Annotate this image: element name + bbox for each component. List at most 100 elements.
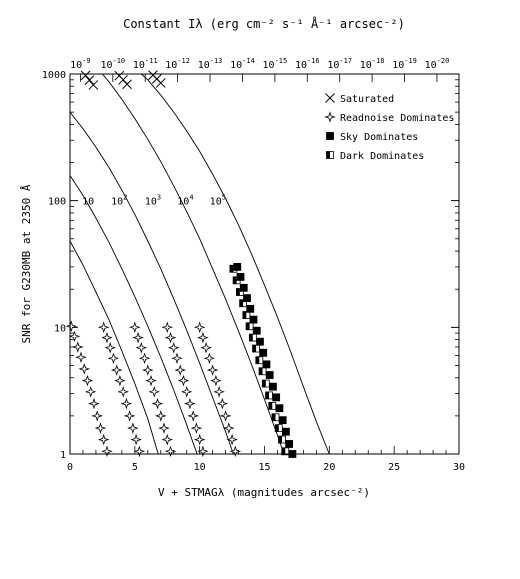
sky-marker <box>259 348 268 357</box>
readnoise-marker <box>138 352 151 365</box>
x-axis-label: V + STMAGλ (magnitudes arcsec⁻²) <box>158 486 370 499</box>
dark-marker <box>248 333 257 342</box>
dark-marker <box>274 424 283 433</box>
exposure-label: 102 <box>111 194 127 208</box>
readnoise-marker <box>158 422 170 434</box>
top-tick-label: 10-11 <box>133 57 158 71</box>
readnoise-marker <box>101 331 113 344</box>
readnoise-marker <box>72 341 84 353</box>
readnoise-marker <box>97 321 110 334</box>
readnoise-marker <box>206 364 219 376</box>
sky-marker <box>278 416 287 425</box>
chart-title: Constant Iλ (erg cm⁻² s⁻¹ Å⁻¹ arcsec⁻²) <box>123 16 405 31</box>
y-tick-labels: 1 10 100 1000 <box>42 70 66 461</box>
readnoise-marker <box>219 410 232 422</box>
y-axis-label: SNR for G230MB at 2350 Å <box>20 184 33 343</box>
plot-frame <box>69 73 460 455</box>
readnoise-marker <box>190 422 203 434</box>
readnoise-marker <box>151 397 164 410</box>
readnoise-marker <box>65 320 78 332</box>
series-line <box>69 111 234 455</box>
readnoise-marker <box>177 374 190 387</box>
exposure-label: 104 <box>177 194 193 208</box>
readnoise-marker <box>117 386 129 398</box>
readnoise-marker <box>129 321 141 334</box>
x-tick-labels: 0 5 10 15 20 25 30 <box>67 462 465 473</box>
readnoise-marker <box>226 433 238 446</box>
readnoise-marker <box>135 341 148 354</box>
x-tick-label: 30 <box>453 462 465 473</box>
readnoise-marker <box>193 321 206 334</box>
legend-label: Dark Dominates <box>340 151 424 162</box>
top-tick-label: 10-10 <box>100 57 125 71</box>
readnoise-marker <box>132 331 144 344</box>
readnoise-marker <box>210 374 222 387</box>
top-tick-label: 10-20 <box>425 57 450 71</box>
readnoise-marker <box>81 374 94 387</box>
top-tick-label: 10-9 <box>70 57 90 71</box>
readnoise-marker <box>161 433 174 446</box>
sky-marker <box>256 337 264 346</box>
sky-marker <box>243 294 251 303</box>
readnoise-marker <box>167 341 180 354</box>
x-tick-label: 25 <box>388 462 400 473</box>
sky-marker <box>285 440 294 448</box>
readnoise-marker <box>107 352 120 365</box>
exposure-labels: 10 102 103 104 105 <box>82 194 226 208</box>
top-tick-label: 10-12 <box>165 57 190 71</box>
readnoise-marker <box>213 386 225 398</box>
saturated-marker <box>88 80 99 90</box>
readnoise-marker <box>184 397 196 410</box>
sky-marker <box>236 273 245 281</box>
sky-marker <box>275 404 284 413</box>
readnoise-marker <box>161 321 174 334</box>
readnoise-marker <box>164 331 177 344</box>
dark-marker <box>255 356 264 365</box>
readnoise-marker <box>97 433 110 446</box>
x-tick-label: 10 <box>194 462 206 473</box>
readnoise-marker <box>104 341 116 354</box>
readnoise-marker <box>216 397 229 410</box>
top-tick-label: 10-17 <box>327 57 352 71</box>
readnoise-marker <box>171 352 183 365</box>
series-line <box>141 73 330 455</box>
readnoise-marker <box>127 422 139 434</box>
dark-marker <box>258 367 267 376</box>
readnoise-marker <box>155 410 167 422</box>
x-tick-label: 5 <box>132 462 138 473</box>
x-tick-label: 20 <box>323 462 335 473</box>
readnoise-marker <box>114 374 126 387</box>
y-tick-label: 1 <box>60 450 66 461</box>
dark-marker <box>245 322 254 331</box>
sky-marker <box>269 382 277 391</box>
readnoise-marker <box>187 410 199 422</box>
series-curves <box>69 73 330 455</box>
readnoise-marker <box>142 364 154 376</box>
y-tick-label: 10 <box>54 323 66 334</box>
sky-marker <box>265 371 274 379</box>
legend: Saturated Readnoise Dominates Sky Dominate… <box>324 93 454 162</box>
legend-marker <box>326 132 334 140</box>
dark-marker <box>265 391 273 400</box>
readnoise-marker <box>84 386 97 398</box>
saturated-marker <box>122 79 132 90</box>
readnoise-marker <box>120 397 133 410</box>
readnoise-marker <box>197 331 209 344</box>
readnoise-marker <box>110 364 123 376</box>
saturated-marker <box>84 75 95 85</box>
dark-marker <box>252 344 260 353</box>
top-tick-label: 10-18 <box>360 57 385 71</box>
legend-label: Sky Dominates <box>340 132 418 143</box>
legend-marker <box>326 151 334 159</box>
top-tick-label: 10-14 <box>230 57 255 71</box>
readnoise-marker <box>203 352 216 365</box>
readnoise-marker <box>148 386 161 398</box>
saturated-marker <box>155 78 166 88</box>
exposure-label: 10 <box>82 197 94 208</box>
legend-label: Saturated <box>340 94 394 105</box>
readnoise-marker <box>174 364 186 376</box>
sky-marker <box>272 393 281 402</box>
sky-marker <box>233 262 242 271</box>
readnoise-marker <box>88 397 100 410</box>
sky-marker <box>239 283 248 292</box>
